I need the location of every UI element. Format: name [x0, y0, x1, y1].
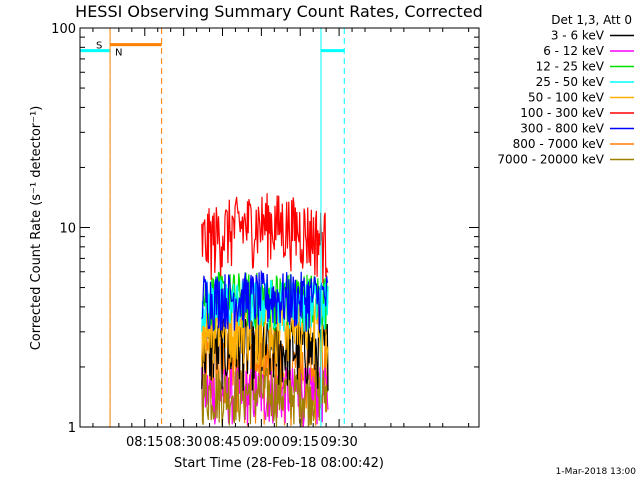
series-line	[201, 367, 329, 427]
series-line	[201, 269, 329, 332]
x-tick-label: 08:15	[126, 435, 163, 450]
y-tick-label: 10	[59, 222, 76, 237]
x-tick-label: 08:30	[165, 435, 202, 450]
legend-label: 7000 - 20000 keV	[497, 153, 604, 167]
x-tick-label: 09:00	[243, 435, 280, 450]
y-tick-label: 100	[51, 22, 76, 37]
legend-label: 300 - 800 keV	[520, 122, 604, 136]
footer-date: 1-Mar-2018 13:00	[556, 467, 637, 477]
chart-title: HESSI Observing Summary Count Rates, Cor…	[75, 2, 483, 21]
legend-label: 3 - 6 keV	[551, 29, 605, 43]
y-tick-label: 1	[68, 421, 76, 436]
night-flag-label: N	[115, 48, 122, 59]
legend-label: 6 - 12 keV	[543, 44, 605, 58]
x-axis-label: Start Time (28-Feb-18 08:00:42)	[174, 456, 384, 471]
series-line	[201, 193, 329, 284]
annotation-layer: SN	[80, 28, 345, 427]
legend-header: Det 1,3, Att 0	[551, 13, 632, 27]
x-tick-label: 09:30	[320, 435, 357, 450]
legend-label: 12 - 25 keV	[536, 60, 605, 74]
legend-label: 25 - 50 keV	[536, 75, 605, 89]
saa-flag-label: S	[96, 41, 102, 52]
x-tick-label: 09:15	[281, 435, 318, 450]
legend-label: 800 - 7000 keV	[513, 137, 605, 151]
legend-label: 50 - 100 keV	[528, 91, 605, 105]
series-line	[201, 367, 329, 427]
x-tick-label: 08:45	[204, 435, 241, 450]
series-layer	[201, 193, 329, 427]
legend-label: 100 - 300 keV	[520, 106, 604, 120]
axis-layer: 08:15 08:30 08:45 09:00 09:15 09:30 100 10 1	[51, 22, 479, 450]
y-axis-label: Corrected Count Rate (s⁻¹ detector⁻¹)	[29, 106, 44, 351]
